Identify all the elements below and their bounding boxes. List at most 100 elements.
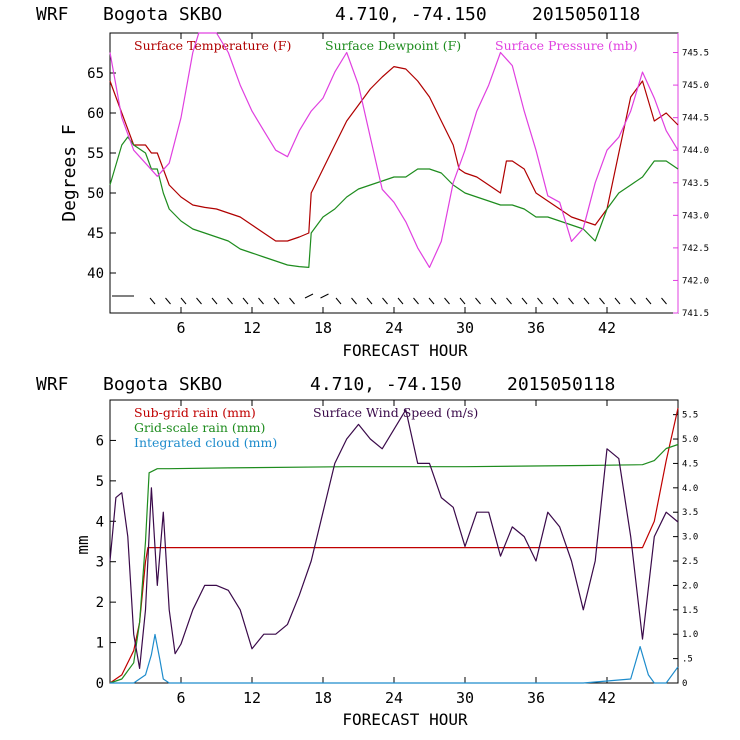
wind-barb [227,297,233,305]
top-y-tick-label: 65 [87,66,104,82]
wind-barb [413,297,419,305]
bottom-y2-tick-label: 4.0 [682,484,698,494]
surface-pressure-mb-line [109,32,679,268]
bottom-x-tick-label: 18 [314,689,332,707]
bottom-y2-tick-label: 1.5 [682,606,698,616]
wind-barb [506,297,512,305]
legend-pressure: Surface Pressure (mb) [495,38,638,53]
top-y2-tick-label: 744.5 [682,114,709,124]
bottom-x-tick-label: 12 [243,689,261,707]
bottom-x-tick-label: 24 [385,689,403,707]
wind-barbs-row [112,293,667,305]
top-y2-tick-label: 745.0 [682,81,709,91]
legend-temperature: Surface Temperature (F) [134,38,291,53]
top-plot-frame [109,32,679,314]
bottom-y2-tick-label: .5 [682,655,693,665]
wind-barb [289,297,295,305]
wind-barb [552,297,559,305]
sub-grid-rain-mm-line [109,407,679,684]
bottom-legend: Sub-grid rain (mm) Grid-scale rain (mm) … [134,405,478,450]
wind-barb [614,297,621,305]
top-legend: Surface Temperature (F) Surface Dewpoint… [134,38,638,53]
top-y2-tick-label: 742.0 [682,276,709,286]
surface-temperature-f-line [109,65,679,242]
bottom-x-tick-label: 36 [527,689,545,707]
wind-barb [196,297,202,305]
bottom-series-lines [109,407,679,684]
precip-panel: WRF Bogota SKBO 4.710, -74.150 201505011… [36,374,698,729]
bottom-y2-tick-label: 5.0 [682,435,698,445]
bottom-title-station: Bogota SKBO [103,374,222,395]
top-y-ticks: 40 45 50 55 60 65 [87,66,116,282]
wind-barb [320,293,329,299]
bottom-title-model: WRF [36,374,69,395]
legend-integrated-cloud: Integrated cloud (mm) [134,435,277,450]
bottom-y-tick-label: 6 [96,433,104,449]
top-x-ticks: 6 12 18 24 30 36 42 [176,33,616,337]
top-title: WRF Bogota SKBO 4.710, -74.150 201505011… [36,4,640,25]
bottom-y2-tick-label: 1.0 [682,630,698,640]
bottom-y2-ticks: 0 .5 1.0 1.5 2.0 2.5 3.0 3.5 4.0 4.5 5.0 5.5 [673,411,698,689]
top-y2-tick-label: 743.5 [682,179,709,189]
bottom-y2-tick-label: 2.5 [682,557,698,567]
bottom-y-ticks: 0 1 2 3 4 5 6 [96,433,116,692]
wind-barb [211,297,218,305]
bottom-y-tick-label: 5 [96,474,104,490]
bottom-y-axis-label: mm [73,535,92,554]
wind-barb [599,297,605,305]
grid-scale-rain-mm-line [109,443,679,684]
bottom-x-tick-label: 30 [456,689,474,707]
top-x-tick-label: 24 [385,319,403,337]
top-x-tick-label: 36 [527,319,545,337]
legend-gridscale-rain: Grid-scale rain (mm) [134,420,265,435]
bottom-x-tick-label: 42 [598,689,616,707]
bottom-y2-tick-label: 3.0 [682,533,698,543]
wind-barb [273,297,280,305]
bottom-title: WRF Bogota SKBO 4.710, -74.150 201505011… [36,374,615,395]
top-y2-tick-label: 744.0 [682,146,709,156]
bottom-y2-tick-label: 5.5 [682,411,698,421]
wind-barb [397,297,404,305]
bottom-y-tick-label: 3 [96,555,104,571]
top-title-station: Bogota SKBO [103,4,222,25]
integrated-cloud-mm-line [110,633,679,684]
wind-barb [149,297,156,305]
top-x-axis-label: FORECAST HOUR [342,341,468,360]
wind-barb [630,297,636,305]
top-y-axis-label: Degrees F [59,124,80,222]
surface-dewpoint-f-line [109,136,679,268]
wind-barb [335,297,342,305]
top-x-tick-label: 18 [314,319,332,337]
top-series-lines [109,32,679,268]
surface-wind-speed-m-s-line [109,409,679,670]
wind-barb [304,293,314,299]
wind-barb [382,297,388,305]
wind-barb [475,297,481,305]
bottom-y2-tick-label: 0 [682,679,687,689]
top-x-tick-label: 42 [598,319,616,337]
bottom-y-tick-label: 1 [96,636,104,652]
wind-barb [521,297,528,305]
wind-barb [165,297,171,305]
wind-barb [537,297,543,305]
bottom-y2-tick-label: 2.0 [682,581,698,591]
wind-barb [258,297,264,305]
wind-barb [459,297,466,305]
top-y-tick-label: 50 [87,186,104,202]
wind-barb [490,297,497,305]
top-y2-tick-label: 745.5 [682,49,709,59]
legend-subgrid-rain: Sub-grid rain (mm) [134,405,256,420]
bottom-y-tick-label: 4 [96,514,104,530]
legend-dewpoint: Surface Dewpoint (F) [325,38,461,53]
top-y2-ticks: 741.5 742.0 742.5 743.0 743.5 744.0 744.5 745.0… [673,49,709,319]
top-title-model: WRF [36,4,69,25]
bottom-x-tick-label: 6 [176,689,185,707]
top-title-coords: 4.710, -74.150 [335,4,487,25]
wind-barb [661,297,667,305]
bottom-x-ticks: 6 12 18 24 30 36 42 [176,400,616,707]
top-y2-tick-label: 743.0 [682,211,709,221]
legend-wind-speed: Surface Wind Speed (m/s) [313,405,478,420]
top-y-tick-label: 40 [87,266,104,282]
wind-barb [428,297,435,305]
